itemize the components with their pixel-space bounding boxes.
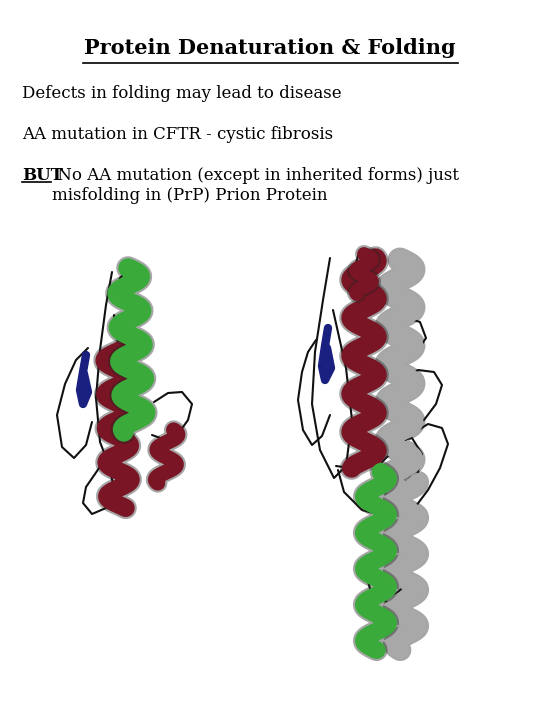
Text: AA mutation in CFTR - cystic fibrosis: AA mutation in CFTR - cystic fibrosis [22, 126, 333, 143]
Text: BUT: BUT [22, 167, 63, 184]
Text: Defects in folding may lead to disease: Defects in folding may lead to disease [22, 85, 342, 102]
Text: Protein Denaturation & Folding: Protein Denaturation & Folding [84, 38, 456, 58]
Text: No AA mutation (except in inherited forms) just
misfolding in (PrP) Prion Protei: No AA mutation (except in inherited form… [52, 167, 459, 204]
